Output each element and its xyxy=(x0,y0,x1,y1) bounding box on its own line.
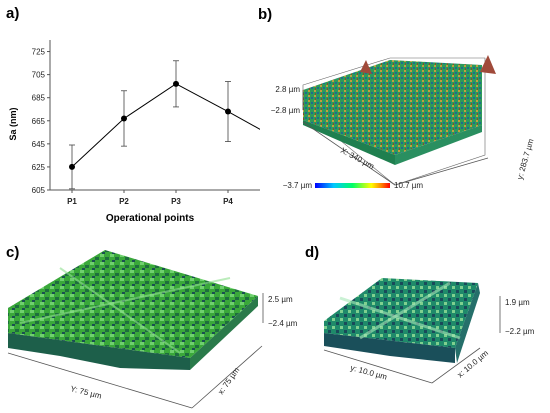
surface-b-peak xyxy=(480,55,496,74)
surface-c-y-axis xyxy=(7,352,193,409)
surface-b-z-top: 2.8 µm xyxy=(275,85,300,94)
x-tick-group: P1P2P3P4P5 xyxy=(67,190,233,206)
panel-label-a: a) xyxy=(6,5,20,22)
surface-b-color-scale xyxy=(315,183,390,188)
panel-label-b: b) xyxy=(258,6,273,23)
surface-c-mesh xyxy=(8,250,258,358)
surface-b-y-axis xyxy=(394,157,489,186)
surface-c-x-label: x: 75 µm xyxy=(216,365,241,396)
x-tick-label: P3 xyxy=(171,197,181,206)
surface-b-x-axis xyxy=(302,121,396,186)
surface-c-scratch xyxy=(19,277,231,324)
surface-c-plot: 2.5 µm −2.4 µm Y: 75 µm x: 75 µm xyxy=(7,250,298,409)
surface-b-side-edge xyxy=(395,125,482,165)
surface-c-scratch xyxy=(59,267,181,354)
y-tick-label: 725 xyxy=(32,48,46,57)
surface-b-front-edge xyxy=(303,120,395,165)
x-axis-label: Operational points xyxy=(106,213,195,224)
surface-c-z-top: 2.5 µm xyxy=(268,295,293,304)
x-tick-label: P2 xyxy=(119,197,129,206)
surface-b-y-label: y: 283.7 µm xyxy=(515,137,535,180)
surface-d-x-axis xyxy=(431,347,481,384)
surface-b-z-bottom: −2.8 µm xyxy=(271,106,301,115)
surface-c-front-edge xyxy=(8,333,190,370)
surface-d-scratch xyxy=(359,281,451,340)
y-tick-label: 685 xyxy=(32,94,46,103)
surface-d-scratch xyxy=(339,296,461,340)
surface-c-z-bottom: −2.4 µm xyxy=(268,319,298,328)
data-point xyxy=(69,163,75,170)
y-tick-group: 605 625 645 665 685 705 725 xyxy=(32,48,50,195)
surface-d-y-label: y: 10.0 µm xyxy=(349,363,388,381)
surface-d-plot: 1.9 µm −2.2 µm y: 10.0 µm x: 10.0 µm xyxy=(323,278,535,384)
surface-c-x-axis xyxy=(191,345,263,409)
surface-b-peak xyxy=(360,60,372,74)
y-tick-label: 625 xyxy=(32,163,46,172)
data-point xyxy=(173,80,179,87)
surface-b-scale-min: −3.7 µm xyxy=(283,181,313,190)
surface-c-y-label: Y: 75 µm xyxy=(70,384,103,400)
data-point xyxy=(121,115,127,122)
chart-axes xyxy=(49,40,260,191)
y-tick-label: 645 xyxy=(32,140,46,149)
y-axis-label: Sa (nm) xyxy=(8,107,18,140)
panel-label-d: d) xyxy=(305,244,320,261)
y-tick-label: 605 xyxy=(32,186,46,195)
surface-d-front-edge xyxy=(324,333,455,363)
y-tick-label: 665 xyxy=(32,117,46,126)
surface-d-z-bottom: −2.2 µm xyxy=(505,327,535,336)
panel-label-c: c) xyxy=(6,244,20,261)
surface-d-y-axis xyxy=(323,349,433,384)
x-tick-label: P1 xyxy=(67,197,77,206)
y-tick-label: 705 xyxy=(32,71,46,80)
x-tick-label: P4 xyxy=(223,197,233,206)
surface-b-mesh xyxy=(303,60,482,155)
surface-b-plot: 2.8 µm −2.8 µm X: 340 µm y: 283.7 µm −3.… xyxy=(271,55,536,190)
surface-b-scale-max: 10.7 µm xyxy=(394,181,423,190)
series-group xyxy=(69,60,260,190)
surface-d-z-top: 1.9 µm xyxy=(505,298,530,307)
surface-c-side-edge xyxy=(190,296,258,370)
series-line xyxy=(71,83,260,168)
surface-d-side-edge xyxy=(455,283,480,363)
data-point xyxy=(225,108,231,115)
